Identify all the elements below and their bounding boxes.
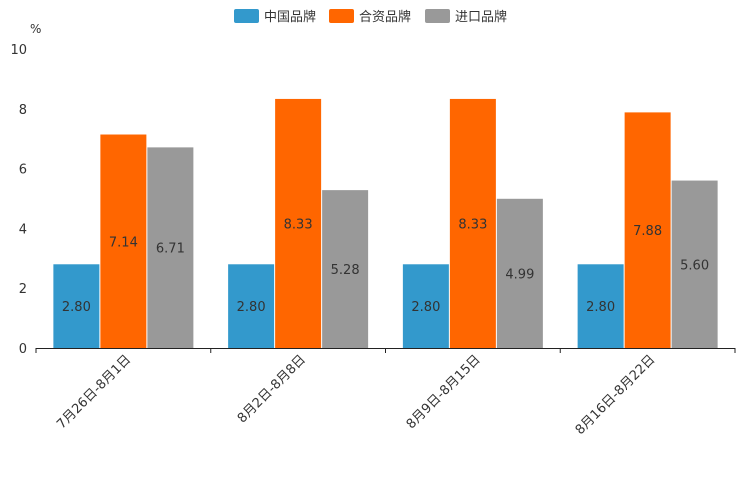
bar-3-3[interactable] — [496, 198, 543, 348]
bar-value-label: 2.80 — [586, 300, 615, 315]
bar-3-2[interactable] — [322, 190, 369, 348]
bar-1-4[interactable] — [577, 264, 624, 348]
x-axis: 7月26日-8月1日 8月2日-8月8日 8月9日-8月15日 8月16日-8月22日 — [35, 348, 736, 438]
y-axis-ticks: 0 2 4 6 8 10 — [10, 43, 27, 357]
bar-value-label: 5.60 — [680, 258, 709, 273]
legend-swatch[interactable] — [329, 9, 354, 23]
legend-swatch[interactable] — [425, 9, 450, 23]
bar-value-label: 2.80 — [62, 300, 91, 315]
x-category-label: 8月2日-8月8日 — [235, 352, 309, 426]
bar-3-1[interactable] — [147, 147, 194, 348]
legend-swatch[interactable] — [234, 9, 259, 23]
bar-value-label: 4.99 — [505, 267, 534, 282]
y-axis-unit-label: % — [30, 22, 41, 36]
legend-item-label[interactable]: 中国品牌 — [264, 9, 316, 25]
y-tick-label: 0 — [19, 342, 27, 357]
bar-value-label: 7.14 — [109, 235, 138, 250]
bar-3-4[interactable] — [671, 180, 718, 348]
y-tick-label: 2 — [19, 282, 27, 297]
bar-1-3[interactable] — [402, 264, 449, 348]
x-category-label: 7月26日-8月1日 — [54, 352, 134, 432]
bar-1-1[interactable] — [53, 264, 100, 348]
y-tick-label: 10 — [10, 43, 27, 58]
bar-value-label: 8.33 — [284, 217, 313, 232]
bar-value-label: 7.88 — [633, 224, 662, 239]
bar-series-group: 2.80 2.80 2.80 2.80 7.14 8.33 8.33 7.88 6.71 5.28… — [53, 98, 718, 348]
bar-2-4[interactable] — [624, 112, 671, 348]
y-tick-label: 8 — [19, 103, 27, 118]
legend-item-label[interactable]: 合资品牌 — [359, 9, 411, 25]
bar-value-label: 2.80 — [237, 300, 266, 315]
bar-1-2[interactable] — [228, 264, 275, 348]
chart-legend[interactable]: 中国品牌 合资品牌 进口品牌 — [234, 9, 507, 25]
bar-value-label: 6.71 — [156, 242, 185, 257]
bar-2-1[interactable] — [100, 134, 147, 348]
bar-2-3[interactable] — [449, 98, 496, 348]
bar-value-label: 5.28 — [331, 263, 360, 278]
legend-item-label[interactable]: 进口品牌 — [455, 9, 507, 25]
bar-value-label: 2.80 — [411, 300, 440, 315]
y-tick-label: 4 — [19, 222, 27, 237]
y-tick-label: 6 — [19, 163, 27, 178]
bar-value-label: 8.33 — [458, 217, 487, 232]
bar-2-2[interactable] — [275, 98, 322, 348]
x-category-label: 8月9日-8月15日 — [404, 352, 484, 432]
x-category-label: 8月16日-8月22日 — [573, 352, 659, 438]
